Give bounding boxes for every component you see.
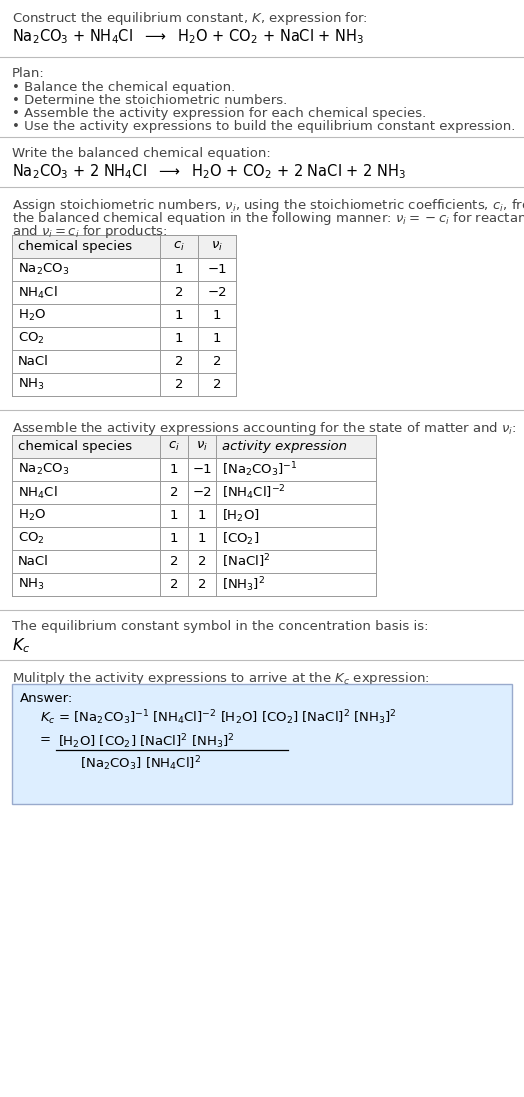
Text: NH$_4$Cl: NH$_4$Cl: [18, 284, 58, 301]
Text: $c_i$: $c_i$: [168, 440, 180, 453]
Text: −2: −2: [207, 286, 227, 299]
Text: NH$_3$: NH$_3$: [18, 577, 45, 592]
Text: 1: 1: [198, 532, 206, 545]
Bar: [12, 235, 236, 258]
Text: [NH$_3$]$^2$: [NH$_3$]$^2$: [222, 575, 265, 593]
Text: 2: 2: [170, 486, 178, 499]
Text: Na$_2$CO$_3$: Na$_2$CO$_3$: [18, 262, 69, 278]
Text: NaCl: NaCl: [18, 355, 49, 367]
Text: 1: 1: [174, 263, 183, 276]
Text: Na$_2$CO$_3$: Na$_2$CO$_3$: [18, 462, 69, 477]
Text: $\nu_i$: $\nu_i$: [211, 240, 223, 253]
Text: −1: −1: [207, 263, 227, 276]
Text: 2: 2: [174, 286, 183, 299]
Text: Write the balanced chemical equation:: Write the balanced chemical equation:: [12, 147, 271, 160]
Text: $K_c$ = [Na$_2$CO$_3$]$^{-1}$ [NH$_4$Cl]$^{-2}$ [H$_2$O] [CO$_2$] [NaCl]$^2$ [NH: $K_c$ = [Na$_2$CO$_3$]$^{-1}$ [NH$_4$Cl]…: [40, 708, 397, 726]
Text: Mulitply the activity expressions to arrive at the $K_c$ expression:: Mulitply the activity expressions to arr…: [12, 670, 430, 687]
Text: [H$_2$O]: [H$_2$O]: [222, 508, 260, 523]
Text: • Use the activity expressions to build the equilibrium constant expression.: • Use the activity expressions to build …: [12, 120, 516, 133]
Text: 1: 1: [174, 332, 183, 344]
Text: NaCl: NaCl: [18, 555, 49, 568]
Text: 1: 1: [198, 509, 206, 522]
Text: 1: 1: [170, 509, 178, 522]
Text: Construct the equilibrium constant, $K$, expression for:: Construct the equilibrium constant, $K$,…: [12, 10, 368, 27]
Text: 2: 2: [170, 578, 178, 591]
Text: • Assemble the activity expression for each chemical species.: • Assemble the activity expression for e…: [12, 108, 426, 120]
Text: NH$_3$: NH$_3$: [18, 377, 45, 392]
Text: 1: 1: [213, 332, 221, 344]
Text: chemical species: chemical species: [18, 240, 132, 253]
Text: 2: 2: [213, 355, 221, 367]
Text: 1: 1: [213, 309, 221, 323]
Text: 2: 2: [198, 555, 206, 568]
Text: =: =: [40, 734, 51, 746]
Text: 1: 1: [170, 532, 178, 545]
Text: Assign stoichiometric numbers, $\nu_i$, using the stoichiometric coefficients, $: Assign stoichiometric numbers, $\nu_i$, …: [12, 197, 524, 214]
Text: NH$_4$Cl: NH$_4$Cl: [18, 485, 58, 500]
Text: Na$_2$CO$_3$ + NH$_4$Cl  $\longrightarrow$  H$_2$O + CO$_2$ + NaCl + NH$_3$: Na$_2$CO$_3$ + NH$_4$Cl $\longrightarrow…: [12, 27, 364, 46]
Text: activity expression: activity expression: [222, 440, 347, 453]
Text: 2: 2: [174, 378, 183, 391]
Text: Na$_2$CO$_3$ + 2 NH$_4$Cl  $\longrightarrow$  H$_2$O + CO$_2$ + 2 NaCl + 2 NH$_3: Na$_2$CO$_3$ + 2 NH$_4$Cl $\longrightarr…: [12, 162, 406, 181]
Text: 2: 2: [174, 355, 183, 367]
Text: Answer:: Answer:: [20, 692, 73, 705]
Text: H$_2$O: H$_2$O: [18, 308, 46, 323]
Text: The equilibrium constant symbol in the concentration basis is:: The equilibrium constant symbol in the c…: [12, 620, 429, 633]
Text: $c_i$: $c_i$: [173, 240, 185, 253]
Text: • Determine the stoichiometric numbers.: • Determine the stoichiometric numbers.: [12, 94, 287, 108]
Text: 2: 2: [213, 378, 221, 391]
Text: Assemble the activity expressions accounting for the state of matter and $\nu_i$: Assemble the activity expressions accoun…: [12, 420, 517, 437]
Text: −2: −2: [192, 486, 212, 499]
Text: [H$_2$O] [CO$_2$] [NaCl]$^2$ [NH$_3$]$^2$: [H$_2$O] [CO$_2$] [NaCl]$^2$ [NH$_3$]$^2…: [58, 732, 235, 750]
Text: −1: −1: [192, 463, 212, 476]
Text: [CO$_2$]: [CO$_2$]: [222, 531, 259, 546]
Text: 2: 2: [198, 578, 206, 591]
Text: [NH$_4$Cl]$^{-2}$: [NH$_4$Cl]$^{-2}$: [222, 483, 286, 501]
Text: CO$_2$: CO$_2$: [18, 331, 45, 346]
Text: chemical species: chemical species: [18, 440, 132, 453]
Text: Plan:: Plan:: [12, 67, 45, 80]
Text: 1: 1: [170, 463, 178, 476]
Text: the balanced chemical equation in the following manner: $\nu_i = -c_i$ for react: the balanced chemical equation in the fo…: [12, 210, 524, 227]
Text: • Balance the chemical equation.: • Balance the chemical equation.: [12, 81, 235, 94]
Text: [NaCl]$^2$: [NaCl]$^2$: [222, 553, 270, 570]
Text: [Na$_2$CO$_3$] [NH$_4$Cl]$^2$: [Na$_2$CO$_3$] [NH$_4$Cl]$^2$: [80, 754, 201, 772]
Text: $\nu_i$: $\nu_i$: [196, 440, 208, 453]
Text: and $\nu_i = c_i$ for products:: and $\nu_i = c_i$ for products:: [12, 223, 168, 240]
Bar: [12, 436, 376, 459]
Text: H$_2$O: H$_2$O: [18, 508, 46, 523]
FancyBboxPatch shape: [12, 685, 512, 804]
Text: [Na$_2$CO$_3$]$^{-1}$: [Na$_2$CO$_3$]$^{-1}$: [222, 460, 298, 479]
Text: 1: 1: [174, 309, 183, 323]
Text: 2: 2: [170, 555, 178, 568]
Text: CO$_2$: CO$_2$: [18, 531, 45, 546]
Text: $K_c$: $K_c$: [12, 636, 30, 655]
